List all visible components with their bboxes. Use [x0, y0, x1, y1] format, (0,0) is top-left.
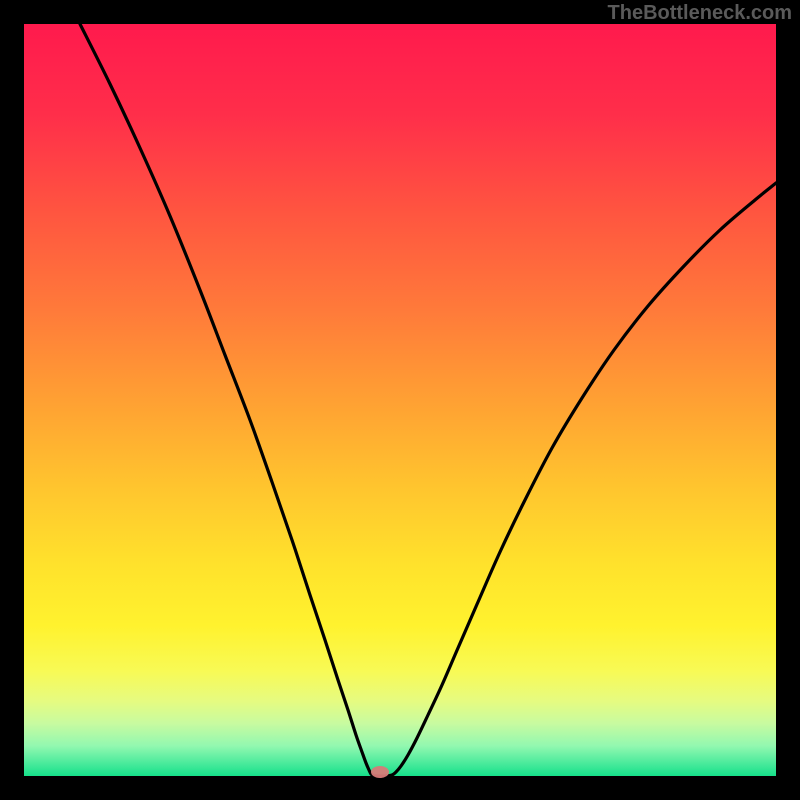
chart-svg: [0, 0, 800, 800]
chart-container: TheBottleneck.com: [0, 0, 800, 800]
plot-background: [24, 24, 776, 776]
minimum-marker: [371, 766, 389, 778]
watermark-text: TheBottleneck.com: [608, 2, 792, 25]
